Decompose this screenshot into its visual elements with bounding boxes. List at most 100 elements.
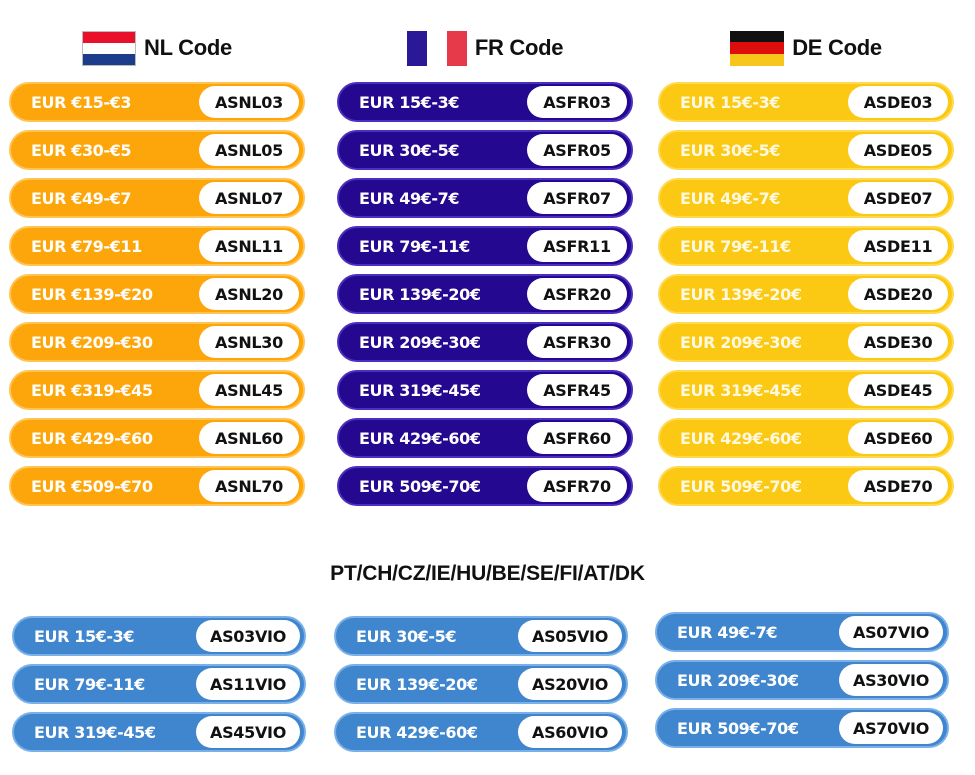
nl-title: NL Code [144,35,232,60]
de-heading: DE Code [658,30,954,66]
promo-code[interactable]: ASFR11 [527,230,627,262]
promo-code[interactable]: ASNL07 [199,182,299,214]
fr-code-row: EUR 139€-20€ ASFR20 [337,274,633,314]
discount-label: EUR €49-€7 [31,188,132,208]
promo-code[interactable]: ASDE11 [848,230,948,262]
promo-code[interactable]: ASDE20 [848,278,948,310]
de-code-row: EUR 429€-60€ ASDE60 [658,418,954,458]
promo-code[interactable]: AS11VIO [196,668,300,700]
de-code-row: EUR 79€-11€ ASDE11 [658,226,954,266]
fr-code-row: EUR 15€-3€ ASFR03 [337,82,633,122]
france-flag-icon [406,30,467,66]
promo-code[interactable]: ASNL03 [199,86,299,118]
discount-label: EUR €30-€5 [31,140,132,160]
promo-code[interactable]: ASFR60 [527,422,627,454]
promo-code[interactable]: ASFR07 [527,182,627,214]
fr-code-row: EUR 79€-11€ ASFR11 [337,226,633,266]
promo-code[interactable]: ASNL45 [199,374,299,406]
discount-label: EUR 509€-70€ [359,476,481,496]
discount-label: EUR €209-€30 [31,332,153,352]
promo-code[interactable]: AS45VIO [196,716,300,748]
promo-code[interactable]: ASDE45 [848,374,948,406]
discount-label: EUR 209€-30€ [680,332,802,352]
discount-label: EUR 319€-45€ [680,380,802,400]
nl-code-row: EUR €139-€20 ASNL20 [9,274,305,314]
other-code-column-3: EUR 49€-7€ AS07VIO EUR 209€-30€ AS30VIO EU… [655,612,949,756]
promo-code[interactable]: ASDE30 [848,326,948,358]
fr-code-row: EUR 509€-70€ ASFR70 [337,466,633,506]
netherlands-flag-icon [82,30,137,66]
other-code-row: EUR 209€-30€ AS30VIO [655,660,949,700]
promo-code[interactable]: ASNL11 [199,230,299,262]
promo-code[interactable]: ASDE70 [848,470,948,502]
promo-code[interactable]: AS05VIO [518,620,622,652]
other-code-column-1: EUR 15€-3€ AS03VIO EUR 79€-11€ AS11VIO EUR… [12,616,306,760]
discount-label: EUR 139€-20€ [356,674,478,694]
discount-label: EUR 209€-30€ [359,332,481,352]
promo-code[interactable]: ASFR45 [527,374,627,406]
promo-code[interactable]: ASFR05 [527,134,627,166]
nl-code-row: EUR €49-€7 ASNL07 [9,178,305,218]
promo-code[interactable]: AS20VIO [518,668,622,700]
nl-code-row: EUR €79-€11 ASNL11 [9,226,305,266]
discount-label: EUR 79€-11€ [680,236,791,256]
promo-code[interactable]: ASDE05 [848,134,948,166]
discount-label: EUR 509€-70€ [680,476,802,496]
promo-code[interactable]: AS70VIO [839,712,943,744]
de-code-row: EUR 30€-5€ ASDE05 [658,130,954,170]
de-code-row: EUR 15€-3€ ASDE03 [658,82,954,122]
other-code-row: EUR 319€-45€ AS45VIO [12,712,306,752]
discount-label: EUR €319-€45 [31,380,153,400]
discount-label: EUR 429€-60€ [680,428,802,448]
discount-label: EUR 15€-3€ [680,92,781,112]
discount-label: EUR 30€-5€ [359,140,460,160]
promo-code[interactable]: AS30VIO [839,664,943,696]
discount-label: EUR €15-€3 [31,92,132,112]
discount-label: EUR 30€-5€ [680,140,781,160]
promo-code[interactable]: ASNL60 [199,422,299,454]
other-countries-title: PT/CH/CZ/IE/HU/BE/SE/FI/AT/DK [330,562,645,585]
promo-code[interactable]: AS60VIO [518,716,622,748]
promo-code[interactable]: ASFR03 [527,86,627,118]
other-code-column-2: EUR 30€-5€ AS05VIO EUR 139€-20€ AS20VIO EU… [334,616,628,760]
fr-code-row: EUR 319€-45€ ASFR45 [337,370,633,410]
discount-label: EUR €79-€11 [31,236,142,256]
promo-code[interactable]: AS07VIO [839,616,943,648]
discount-label: EUR 319€-45€ [34,722,156,742]
fr-heading: FR Code [337,30,633,66]
promo-code[interactable]: ASNL20 [199,278,299,310]
discount-label: EUR 49€-7€ [680,188,781,208]
discount-label: EUR 79€-11€ [359,236,470,256]
promo-code[interactable]: ASNL30 [199,326,299,358]
discount-label: EUR 319€-45€ [359,380,481,400]
promo-code[interactable]: ASNL70 [199,470,299,502]
discount-label: EUR €509-€70 [31,476,153,496]
fr-code-row: EUR 49€-7€ ASFR07 [337,178,633,218]
discount-label: EUR 15€-3€ [34,626,135,646]
de-code-row: EUR 319€-45€ ASDE45 [658,370,954,410]
discount-label: EUR 209€-30€ [677,670,799,690]
de-code-row: EUR 209€-30€ ASDE30 [658,322,954,362]
de-code-row: EUR 139€-20€ ASDE20 [658,274,954,314]
other-code-row: EUR 509€-70€ AS70VIO [655,708,949,748]
promo-code[interactable]: AS03VIO [196,620,300,652]
nl-code-row: EUR €429-€60 ASNL60 [9,418,305,458]
other-code-row: EUR 30€-5€ AS05VIO [334,616,628,656]
discount-label: EUR 509€-70€ [677,718,799,738]
fr-code-row: EUR 429€-60€ ASFR60 [337,418,633,458]
discount-label: EUR €429-€60 [31,428,153,448]
promo-code[interactable]: ASDE07 [848,182,948,214]
discount-label: EUR 49€-7€ [677,622,778,642]
promo-code[interactable]: ASFR70 [527,470,627,502]
germany-flag-icon [730,30,785,66]
promo-code[interactable]: ASFR20 [527,278,627,310]
discount-label: EUR 15€-3€ [359,92,460,112]
fr-code-list: EUR 15€-3€ ASFR03 EUR 30€-5€ ASFR05 EUR 49… [337,82,633,514]
discount-label: EUR 49€-7€ [359,188,460,208]
other-code-row: EUR 49€-7€ AS07VIO [655,612,949,652]
promo-code[interactable]: ASDE60 [848,422,948,454]
promo-code[interactable]: ASNL05 [199,134,299,166]
de-code-row: EUR 509€-70€ ASDE70 [658,466,954,506]
promo-code[interactable]: ASDE03 [848,86,948,118]
promo-code[interactable]: ASFR30 [527,326,627,358]
